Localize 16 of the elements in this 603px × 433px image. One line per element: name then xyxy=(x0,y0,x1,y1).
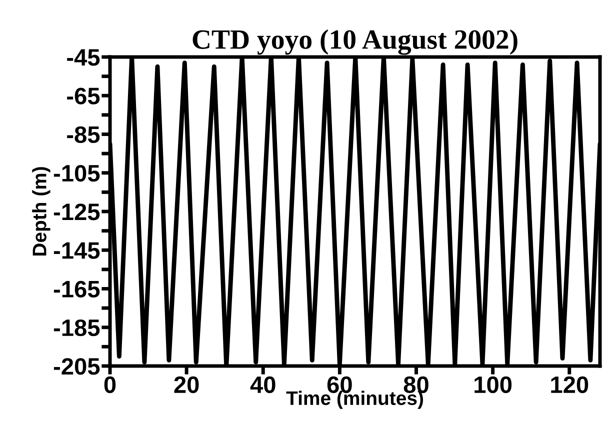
y-tick-label: -145 xyxy=(54,242,100,259)
chart-title: CTD yoyo (10 August 2002) xyxy=(192,29,518,55)
y-tick-label: -205 xyxy=(54,358,100,375)
x-tick-label: 100 xyxy=(474,376,512,394)
x-tick-label: 40 xyxy=(250,376,276,394)
y-tick-label: -65 xyxy=(67,88,100,104)
y-axis-title: Depth (m) xyxy=(32,167,50,256)
y-tick-label: -85 xyxy=(67,126,100,144)
y-tick-label: -105 xyxy=(54,164,100,182)
y-tick-label: -125 xyxy=(54,204,100,220)
x-tick-label: 0 xyxy=(104,376,116,394)
x-tick-label: 20 xyxy=(174,376,199,394)
y-tick-label: -185 xyxy=(54,319,100,336)
x-tick-label: 120 xyxy=(551,376,588,394)
y-tick-label: -45 xyxy=(67,49,100,66)
y-tick-label: -165 xyxy=(54,280,100,298)
